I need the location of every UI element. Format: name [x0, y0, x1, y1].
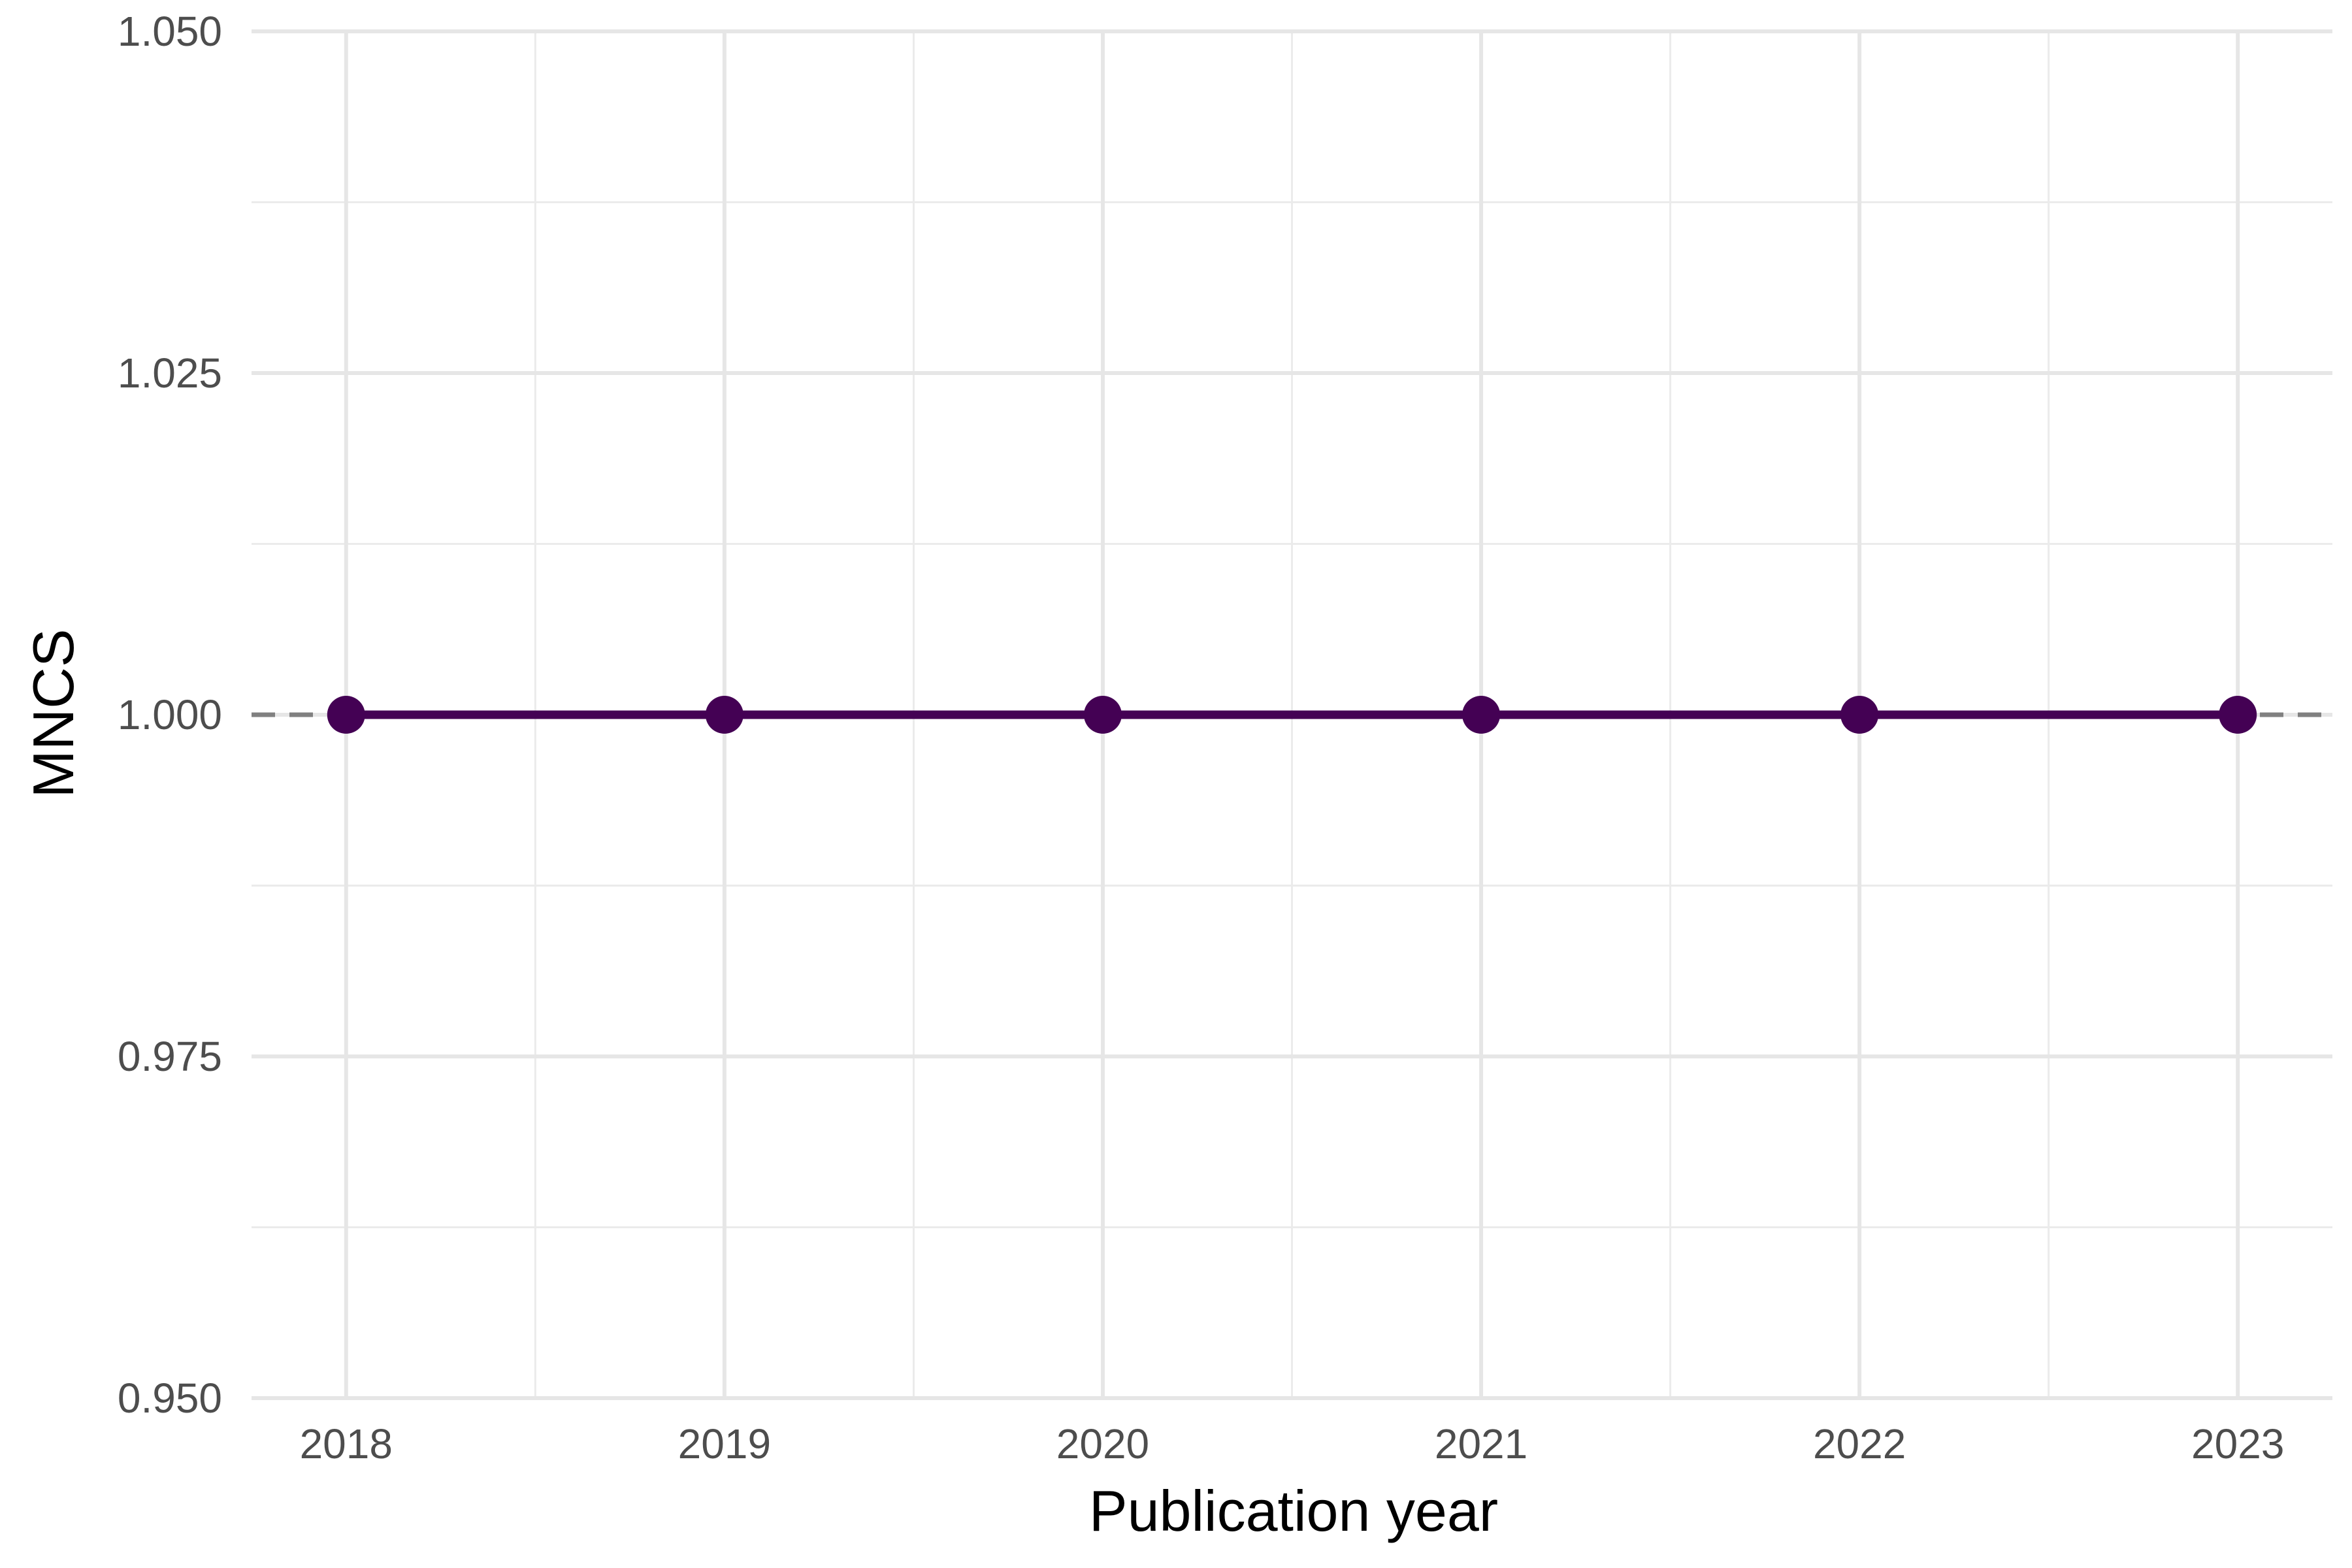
y-tick-label: 1.050	[118, 8, 222, 55]
y-tick-labels: 0.950 0.975 1.000 1.025 1.050	[118, 8, 222, 1422]
data-point	[2219, 696, 2257, 734]
data-point	[1083, 696, 1122, 734]
x-tick-label: 2019	[678, 1420, 771, 1467]
y-tick-label: 0.975	[118, 1033, 222, 1080]
x-tick-label: 2020	[1056, 1420, 1149, 1467]
data-point	[327, 696, 365, 734]
y-axis-title: MNCS	[21, 629, 86, 798]
x-tick-labels: 2018 2019 2020 2021 2022 2023	[300, 1420, 2285, 1467]
data-point	[705, 696, 743, 734]
x-tick-label: 2018	[300, 1420, 393, 1467]
x-tick-label: 2021	[1435, 1420, 1527, 1467]
x-tick-label: 2022	[1813, 1420, 1906, 1467]
y-tick-label: 1.000	[118, 691, 222, 738]
y-tick-label: 1.025	[118, 350, 222, 397]
data-point	[1840, 696, 1879, 734]
y-tick-label: 0.950	[118, 1375, 222, 1422]
x-tick-label: 2023	[2191, 1420, 2284, 1467]
series-layer	[327, 696, 2257, 734]
x-axis-title: Publication year	[1089, 1478, 1498, 1543]
data-point	[1462, 696, 1501, 734]
